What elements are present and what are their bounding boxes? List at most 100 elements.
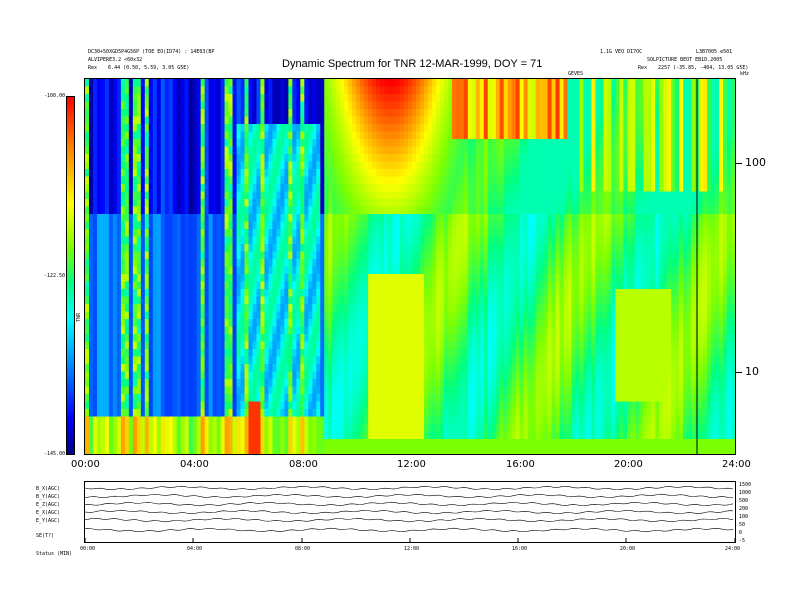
- heatmap-cell: [328, 334, 333, 343]
- heatmap-cell: [168, 371, 174, 380]
- heatmap-cell: [252, 259, 258, 268]
- heatmap-cell: [92, 146, 98, 155]
- heatmap-cell: [132, 289, 138, 298]
- heatmap-cell: [232, 326, 238, 335]
- heatmap-cell: [459, 116, 465, 125]
- heatmap-cell: [423, 94, 429, 103]
- heatmap-cell: [316, 229, 321, 238]
- heatmap-cell: [400, 206, 405, 215]
- heatmap-cell: [144, 311, 150, 320]
- heatmap-cell: [376, 401, 381, 410]
- heatmap-cell: [192, 394, 198, 403]
- heatmap-cell: [388, 161, 393, 170]
- heatmap-cell: [467, 401, 473, 410]
- heatmap-cell: [376, 251, 381, 260]
- heatmap-cell: [100, 431, 106, 440]
- heatmap-cell: [124, 371, 130, 380]
- heatmap-cell: [192, 236, 198, 245]
- heatmap-cell: [192, 109, 198, 118]
- heatmap-cell: [380, 371, 385, 380]
- heatmap-cell: [276, 221, 281, 230]
- heatmap-cell: [304, 184, 309, 193]
- heatmap-cell: [463, 334, 469, 343]
- heatmap-cell: [276, 416, 281, 425]
- heatmap-cell: [128, 326, 134, 335]
- heatmap-cell: [300, 379, 305, 388]
- heatmap-cell: [120, 349, 126, 358]
- heatmap-cell: [304, 439, 309, 448]
- heatmap-cell: [443, 124, 449, 133]
- heatmap-cell: [220, 311, 226, 320]
- heatmap-cell: [419, 214, 425, 223]
- heatmap-cell: [328, 101, 333, 110]
- heatmap-cell: [244, 131, 250, 140]
- heatmap-cell: [388, 296, 393, 305]
- heatmap-cell: [192, 334, 198, 343]
- heatmap-cell: [236, 124, 242, 133]
- heatmap-cell: [467, 191, 473, 200]
- heatmap-cell: [408, 94, 413, 103]
- heatmap-cell: [388, 409, 393, 418]
- heatmap-cell: [288, 79, 293, 88]
- heatmap-cell: [304, 349, 309, 358]
- heatmap-cell: [328, 296, 333, 305]
- heatmap-cell: [180, 289, 186, 298]
- heatmap-cell: [192, 214, 198, 223]
- heatmap-cell: [108, 304, 114, 313]
- heatmap-cell: [288, 266, 293, 275]
- heatmap-cell: [292, 409, 297, 418]
- heatmap-cell: [212, 379, 218, 388]
- heatmap-cell: [132, 341, 138, 350]
- heatmap-cell: [196, 124, 202, 133]
- heatmap-cell: [336, 131, 341, 140]
- heatmap-cell: [264, 266, 270, 275]
- heatmap-cell: [451, 311, 457, 320]
- heatmap-cell: [248, 289, 254, 298]
- heatmap-cell: [152, 124, 158, 133]
- heatmap-cell: [411, 109, 417, 118]
- heatmap-cell: [408, 311, 413, 320]
- heatmap-cell: [447, 289, 453, 298]
- heatmap-cell: [292, 191, 297, 200]
- heatmap-cell: [172, 191, 178, 200]
- heatmap-cell: [344, 289, 349, 298]
- heatmap-cell: [264, 416, 270, 425]
- heatmap-cell: [423, 109, 429, 118]
- heatmap-cell: [176, 274, 182, 283]
- heatmap-cell: [332, 191, 337, 200]
- heatmap-cell: [332, 349, 337, 358]
- heatmap-cell: [364, 304, 369, 313]
- heatmap-cell: [252, 191, 258, 200]
- heatmap-cell: [280, 379, 285, 388]
- heatmap-cell: [116, 439, 122, 448]
- heatmap-cell: [104, 124, 110, 133]
- heatmap-cell: [204, 349, 210, 358]
- heatmap-cell: [388, 101, 393, 110]
- heatmap-cell: [380, 266, 385, 275]
- heatmap-cell: [352, 439, 357, 448]
- heatmap-cell: [411, 349, 417, 358]
- heatmap-cell: [443, 86, 449, 95]
- heatmap-cell: [447, 281, 453, 290]
- heatmap-cell: [92, 356, 98, 365]
- heatmap-cell: [336, 86, 341, 95]
- heatmap-cell: [404, 424, 409, 433]
- heatmap-cell: [252, 409, 258, 418]
- heatmap-cell: [236, 259, 242, 268]
- heatmap-cell: [304, 169, 309, 178]
- heatmap-cell: [364, 281, 369, 290]
- heatmap-cell: [216, 326, 222, 335]
- heatmap-cell: [164, 184, 170, 193]
- heatmap-cell: [204, 124, 210, 133]
- heatmap-cell: [208, 424, 214, 433]
- heatmap-cell: [419, 439, 425, 448]
- heatmap-cell: [344, 101, 349, 110]
- heatmap-cell: [248, 266, 254, 275]
- heatmap-cell: [108, 124, 114, 133]
- heatmap-cell: [208, 409, 214, 418]
- heatmap-cell: [136, 154, 142, 163]
- heatmap-cell: [284, 266, 289, 275]
- heatmap-cell: [272, 116, 278, 125]
- heatmap-cell: [292, 259, 297, 268]
- heatmap-cell: [419, 274, 425, 283]
